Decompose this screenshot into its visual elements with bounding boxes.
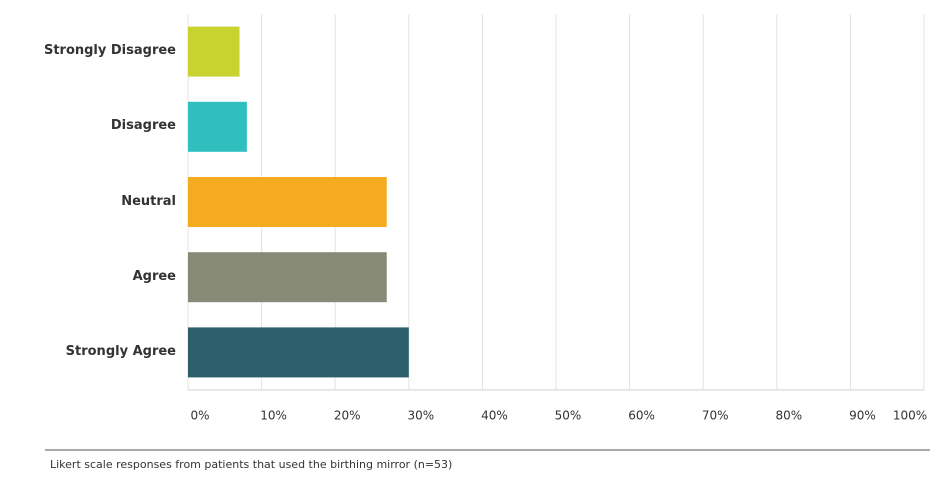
x-tick-label: 100%	[893, 409, 927, 423]
x-tick-label: 60%	[628, 409, 655, 423]
y-tick-label: Strongly Agree	[65, 343, 176, 359]
y-label-box: Neutral	[121, 193, 176, 209]
x-tick-label: 30%	[407, 409, 434, 423]
bar	[188, 177, 387, 227]
bar	[188, 327, 409, 378]
bar	[188, 252, 387, 303]
y-tick-label: Agree	[132, 268, 176, 284]
bar	[188, 101, 247, 152]
y-label-box: Agree	[132, 268, 176, 284]
x-tick-label: 70%	[702, 409, 729, 423]
y-label-box: Strongly Agree	[65, 343, 176, 359]
x-tick-label: 50%	[555, 409, 582, 423]
y-label-box: Disagree	[110, 118, 176, 134]
y-tick-label: Strongly Disagree	[43, 43, 176, 59]
x-tick-label: 20%	[334, 409, 361, 423]
bar	[188, 26, 240, 77]
x-tick-label: 40%	[481, 409, 508, 423]
y-label-box: Strongly Disagree	[43, 43, 176, 59]
x-tick-label: 0%	[190, 409, 209, 423]
y-tick-label: Disagree	[110, 118, 176, 134]
x-tick-label: 80%	[775, 409, 802, 423]
caption: Likert scale responses from patients tha…	[50, 458, 452, 471]
y-tick-label: Neutral	[121, 193, 176, 209]
x-tick-label: 10%	[260, 409, 287, 423]
x-tick-label: 90%	[849, 409, 876, 423]
